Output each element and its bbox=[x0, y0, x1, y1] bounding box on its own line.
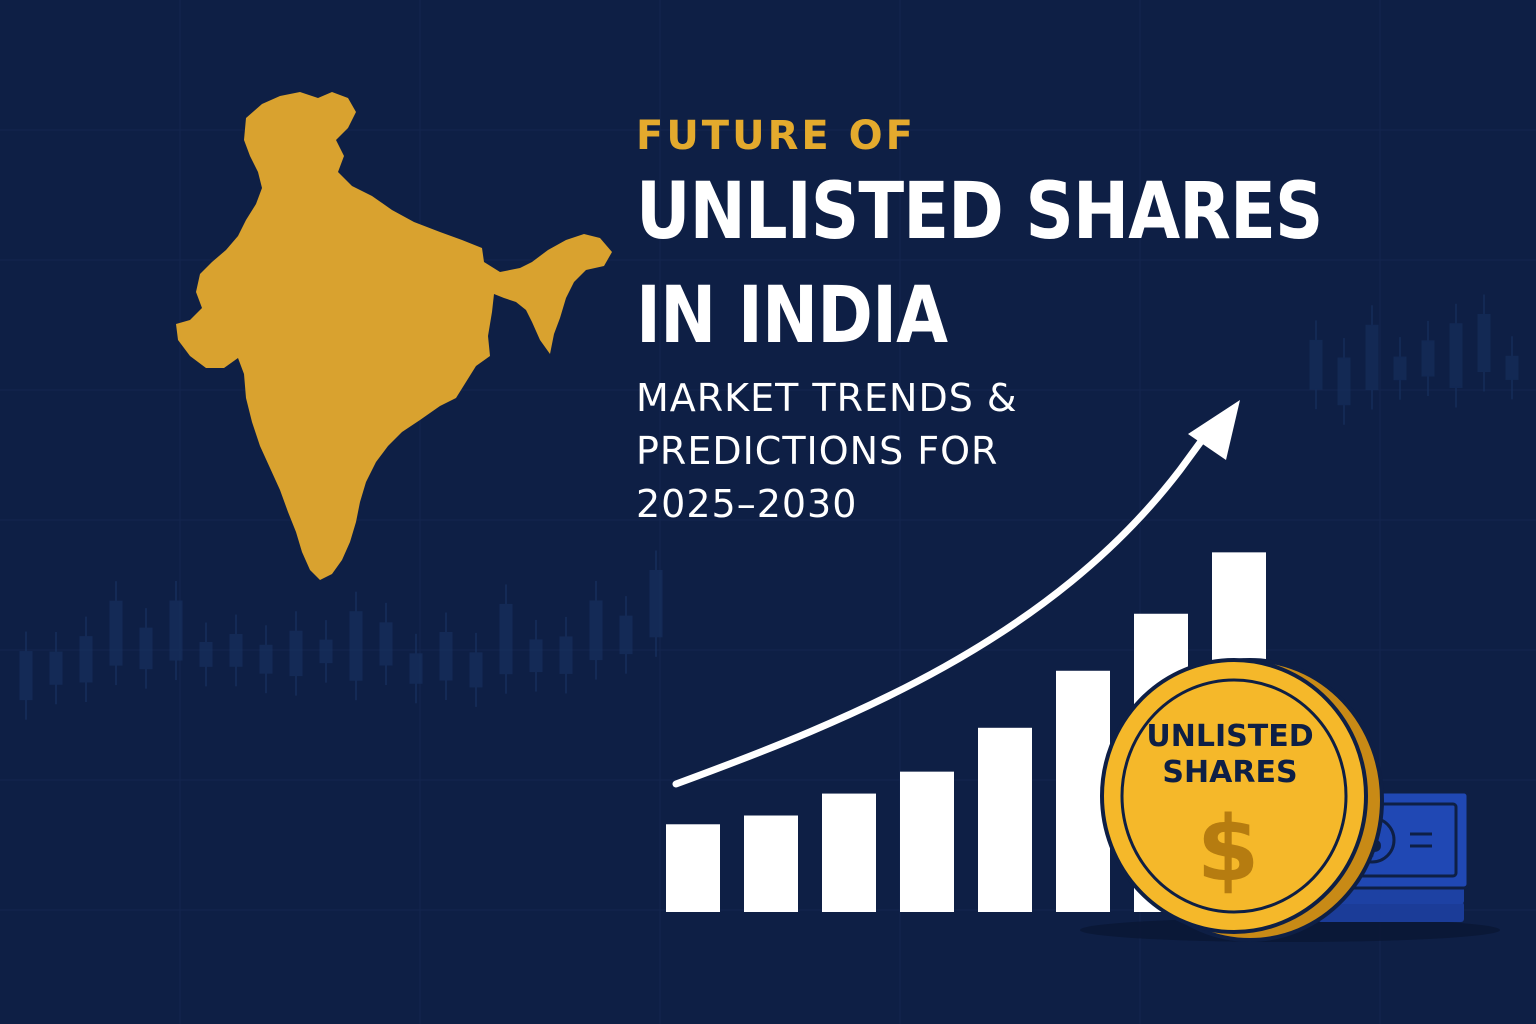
candle-body bbox=[559, 636, 573, 674]
candle-body bbox=[169, 600, 183, 661]
growth-bar bbox=[666, 824, 720, 912]
candle-body bbox=[289, 630, 303, 677]
upward-arrow-icon bbox=[672, 436, 1206, 788]
candle-body bbox=[1337, 357, 1351, 406]
candle-body bbox=[469, 652, 483, 688]
coin-dollar-icon: $ bbox=[1197, 797, 1260, 902]
candle-body bbox=[79, 636, 93, 683]
candle-body bbox=[1449, 323, 1463, 388]
candle-body bbox=[409, 653, 423, 684]
title-line-2: IN INDIA bbox=[636, 271, 948, 361]
candle-body bbox=[349, 611, 363, 681]
candle-body bbox=[259, 644, 273, 674]
india-map-shape bbox=[176, 92, 612, 580]
subtitle-line-2: PREDICTIONS FOR bbox=[636, 429, 999, 473]
candle-body bbox=[1505, 355, 1519, 380]
candle-body bbox=[19, 651, 33, 701]
growth-bar bbox=[822, 793, 876, 912]
candle-body bbox=[379, 622, 393, 666]
candle-body bbox=[1477, 313, 1491, 372]
candle-body bbox=[199, 642, 213, 667]
candle-body bbox=[139, 627, 153, 670]
subtitle-line-1: MARKET TRENDS & bbox=[636, 376, 1018, 420]
candle-body bbox=[439, 632, 453, 681]
candle-body bbox=[589, 600, 603, 661]
candle-body bbox=[319, 639, 333, 664]
candle-body bbox=[49, 651, 63, 685]
title-line-1: UNLISTED SHARES bbox=[636, 167, 1323, 257]
candle-body bbox=[529, 639, 543, 673]
coin-icon: UNLISTED SHARES $ bbox=[1100, 658, 1384, 942]
headline-block: FUTURE OF UNLISTED SHARES IN INDIA MARKE… bbox=[636, 112, 1496, 531]
coin-label-line-1: UNLISTED bbox=[1146, 719, 1313, 754]
arrow-head-icon bbox=[1188, 400, 1240, 460]
candle-body bbox=[1393, 356, 1407, 381]
kicker-text: FUTURE OF bbox=[636, 113, 916, 159]
candle-body bbox=[1309, 339, 1323, 390]
candle-body bbox=[1421, 340, 1435, 377]
growth-bar bbox=[978, 727, 1032, 912]
candle-body bbox=[649, 570, 663, 638]
candle-body bbox=[619, 615, 633, 655]
candle-body bbox=[499, 603, 513, 675]
subtitle-line-3: 2025–2030 bbox=[636, 482, 858, 526]
candle-body bbox=[109, 600, 123, 666]
candle-body bbox=[1365, 324, 1379, 391]
candle-body bbox=[229, 634, 243, 667]
coin-label-line-2: SHARES bbox=[1162, 755, 1297, 790]
growth-bar bbox=[900, 771, 954, 912]
growth-bar bbox=[744, 815, 798, 912]
